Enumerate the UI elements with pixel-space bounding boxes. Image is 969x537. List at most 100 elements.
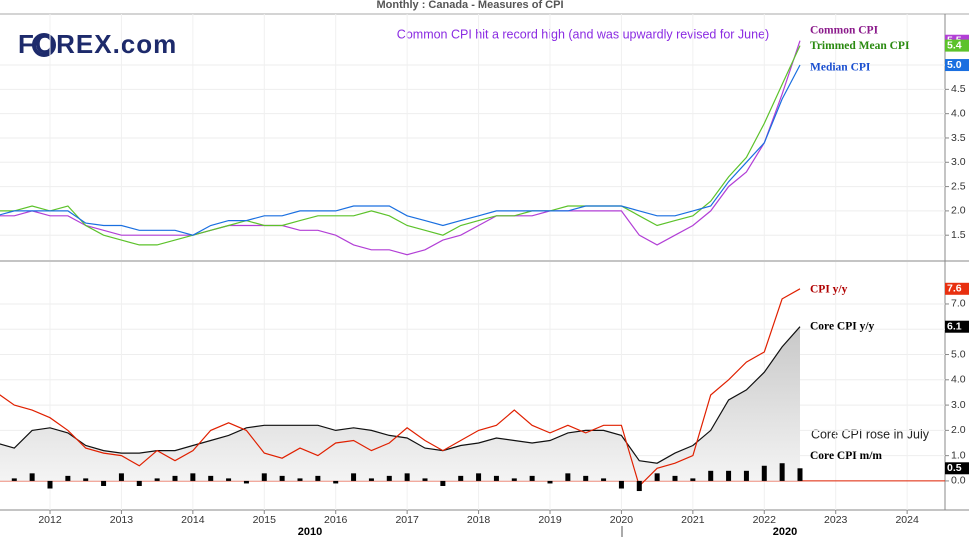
y-tick-label: 5.0 — [951, 348, 966, 360]
bar — [761, 465, 767, 481]
end-tag — [945, 320, 969, 333]
bar — [351, 473, 357, 481]
chart-title: Monthly : Canada - Measures of CPI — [376, 0, 563, 11]
bar — [636, 480, 642, 492]
x-tick-label: 2017 — [395, 514, 419, 526]
bar — [565, 473, 571, 481]
bar — [529, 475, 535, 481]
bar — [458, 475, 464, 481]
x-tick-label: 2012 — [38, 514, 62, 526]
bar — [797, 468, 803, 481]
bar — [101, 480, 107, 486]
bar — [208, 475, 214, 481]
y-tick-label: 1.5 — [951, 229, 966, 241]
end-label: 6.1 — [947, 320, 962, 332]
y-tick-label: 3.5 — [951, 132, 966, 144]
bar — [368, 478, 374, 481]
annotation: Common CPI hit a record high (and was up… — [397, 27, 769, 41]
end-tag — [945, 59, 969, 72]
bar — [708, 470, 714, 481]
end-label: 0.5 — [947, 462, 962, 474]
bar — [511, 478, 517, 481]
end-tag — [945, 282, 969, 295]
line — [0, 64, 801, 236]
bar — [333, 480, 339, 484]
y-tick-label: 7.0 — [951, 298, 966, 310]
bar — [118, 473, 124, 481]
x-tick-label: 2020 — [610, 514, 634, 526]
panel: 0.01.02.03.04.05.06.07.02012201320142015… — [0, 262, 969, 526]
bar — [65, 475, 71, 481]
y-tick-label: 2.0 — [951, 205, 966, 217]
logo-globe — [32, 33, 56, 57]
bar — [440, 480, 446, 486]
bar — [47, 480, 53, 489]
bar — [493, 475, 499, 481]
bar — [83, 478, 89, 481]
bar — [386, 475, 392, 481]
bar — [11, 478, 17, 481]
x-tick-label: 2018 — [467, 514, 491, 526]
annotation: Core CPI rose in July — [811, 427, 930, 441]
legend-label: Common CPI — [810, 24, 879, 36]
x-tick-label: 2024 — [895, 514, 919, 526]
legend-label: Core CPI y/y — [810, 320, 875, 332]
x-tick-label: 2019 — [538, 514, 562, 526]
legend-label: CPI y/y — [810, 283, 848, 295]
y-tick-label: 4.0 — [951, 107, 966, 119]
x-tick-label: 2014 — [181, 514, 205, 526]
bar — [672, 475, 678, 481]
bar — [404, 473, 410, 481]
bar — [261, 473, 267, 481]
x-tick-label: 2021 — [681, 514, 705, 526]
area — [0, 326, 800, 481]
bar — [779, 463, 785, 481]
end-label: 5.0 — [947, 59, 962, 71]
x-tick-label: 2022 — [753, 514, 777, 526]
bar — [172, 475, 178, 481]
bar — [743, 470, 749, 481]
y-tick-label: 4.5 — [951, 83, 966, 95]
line — [0, 40, 801, 256]
y-tick-label: 3.0 — [951, 399, 966, 411]
line — [0, 326, 801, 464]
bar — [29, 473, 35, 481]
decade-label: 2010 — [298, 526, 322, 537]
y-tick-label: 2.5 — [951, 180, 966, 192]
bar — [422, 478, 428, 481]
decade-label: 2020 — [773, 526, 797, 537]
logo: FOREX.com — [18, 29, 177, 59]
bar — [654, 473, 660, 481]
end-tag — [945, 39, 969, 52]
y-tick-label: 2.0 — [951, 424, 966, 436]
panel: 1.52.02.53.03.54.04.55.0Common CPI5.5Tri… — [0, 14, 969, 260]
legend-label: Core CPI m/m — [810, 450, 882, 462]
x-tick-label: 2016 — [324, 514, 348, 526]
line — [0, 288, 801, 488]
x-tick-label: 2013 — [110, 514, 134, 526]
legend-label: Trimmed Mean CPI — [810, 40, 910, 52]
bar — [154, 478, 160, 481]
bar — [690, 478, 696, 481]
x-tick-label: 2023 — [824, 514, 848, 526]
x-tick-label: 2015 — [253, 514, 277, 526]
bar — [279, 475, 285, 481]
bar — [618, 480, 624, 489]
y-tick-label: 4.0 — [951, 374, 966, 386]
bar — [583, 475, 589, 481]
bar — [726, 470, 732, 481]
bar — [243, 480, 249, 484]
bar — [226, 478, 232, 481]
bar — [136, 480, 142, 486]
y-tick-label: 3.0 — [951, 156, 966, 168]
end-label: 7.6 — [947, 283, 962, 295]
line — [0, 45, 801, 246]
bar — [315, 475, 321, 481]
bar — [297, 478, 303, 481]
bar — [601, 478, 607, 481]
bar — [547, 480, 553, 484]
bar — [190, 473, 196, 481]
y-tick-label: 1.0 — [951, 449, 966, 461]
bar — [476, 473, 482, 481]
